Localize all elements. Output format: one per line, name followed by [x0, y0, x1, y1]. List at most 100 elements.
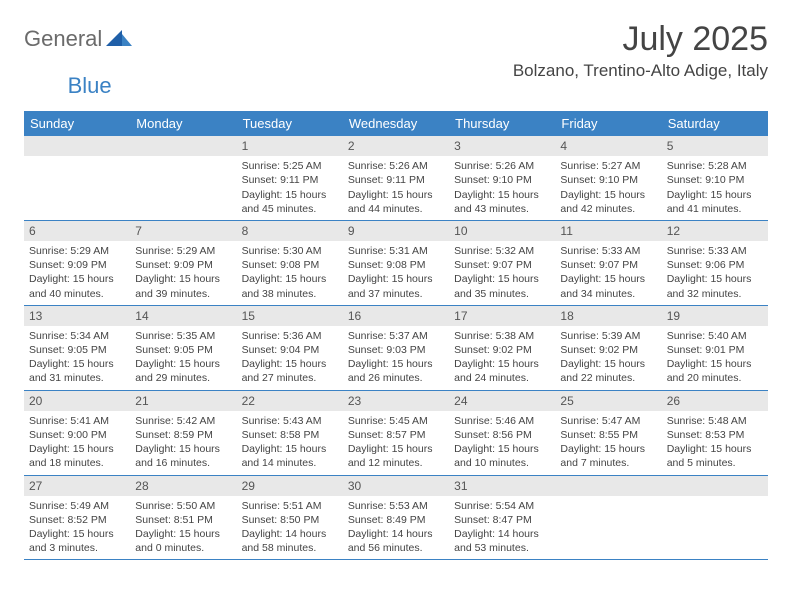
sunrise-text: Sunrise: 5:47 AM — [560, 414, 656, 428]
sunset-text: Sunset: 9:02 PM — [560, 343, 656, 357]
day-body: Sunrise: 5:47 AMSunset: 8:55 PMDaylight:… — [555, 411, 661, 475]
daylight-text: Daylight: 15 hours and 34 minutes. — [560, 272, 656, 300]
day-body: Sunrise: 5:45 AMSunset: 8:57 PMDaylight:… — [343, 411, 449, 475]
day-number: 17 — [449, 306, 555, 326]
week-row: 20Sunrise: 5:41 AMSunset: 9:00 PMDayligh… — [24, 391, 768, 476]
day-cell: 5Sunrise: 5:28 AMSunset: 9:10 PMDaylight… — [662, 136, 768, 220]
week-row: 27Sunrise: 5:49 AMSunset: 8:52 PMDayligh… — [24, 476, 768, 561]
day-cell: 20Sunrise: 5:41 AMSunset: 9:00 PMDayligh… — [24, 391, 130, 475]
week-row: 6Sunrise: 5:29 AMSunset: 9:09 PMDaylight… — [24, 221, 768, 306]
sunset-text: Sunset: 9:05 PM — [29, 343, 125, 357]
day-body: Sunrise: 5:49 AMSunset: 8:52 PMDaylight:… — [24, 496, 130, 560]
day-number: 30 — [343, 476, 449, 496]
weekday-tuesday: Tuesday — [237, 111, 343, 136]
sunset-text: Sunset: 9:08 PM — [348, 258, 444, 272]
day-body: Sunrise: 5:35 AMSunset: 9:05 PMDaylight:… — [130, 326, 236, 390]
day-body: Sunrise: 5:27 AMSunset: 9:10 PMDaylight:… — [555, 156, 661, 220]
daylight-text: Daylight: 15 hours and 5 minutes. — [667, 442, 763, 470]
day-cell: 1Sunrise: 5:25 AMSunset: 9:11 PMDaylight… — [237, 136, 343, 220]
day-cell: 9Sunrise: 5:31 AMSunset: 9:08 PMDaylight… — [343, 221, 449, 305]
calendar-page: General July 2025 Bolzano, Trentino-Alto… — [0, 0, 792, 570]
day-number: 22 — [237, 391, 343, 411]
day-body: Sunrise: 5:37 AMSunset: 9:03 PMDaylight:… — [343, 326, 449, 390]
day-number — [130, 136, 236, 156]
sunrise-text: Sunrise: 5:45 AM — [348, 414, 444, 428]
day-body: Sunrise: 5:36 AMSunset: 9:04 PMDaylight:… — [237, 326, 343, 390]
day-number: 4 — [555, 136, 661, 156]
day-cell: 16Sunrise: 5:37 AMSunset: 9:03 PMDayligh… — [343, 306, 449, 390]
daylight-text: Daylight: 14 hours and 56 minutes. — [348, 527, 444, 555]
sunset-text: Sunset: 9:07 PM — [560, 258, 656, 272]
sunset-text: Sunset: 9:07 PM — [454, 258, 550, 272]
weekday-saturday: Saturday — [662, 111, 768, 136]
sunrise-text: Sunrise: 5:27 AM — [560, 159, 656, 173]
day-cell: 3Sunrise: 5:26 AMSunset: 9:10 PMDaylight… — [449, 136, 555, 220]
sunset-text: Sunset: 9:05 PM — [135, 343, 231, 357]
daylight-text: Daylight: 15 hours and 22 minutes. — [560, 357, 656, 385]
sunrise-text: Sunrise: 5:32 AM — [454, 244, 550, 258]
day-number: 10 — [449, 221, 555, 241]
sunrise-text: Sunrise: 5:48 AM — [667, 414, 763, 428]
daylight-text: Daylight: 15 hours and 38 minutes. — [242, 272, 338, 300]
day-cell: 30Sunrise: 5:53 AMSunset: 8:49 PMDayligh… — [343, 476, 449, 560]
day-number: 24 — [449, 391, 555, 411]
weekday-sunday: Sunday — [24, 111, 130, 136]
day-cell: 23Sunrise: 5:45 AMSunset: 8:57 PMDayligh… — [343, 391, 449, 475]
day-number: 20 — [24, 391, 130, 411]
sunset-text: Sunset: 9:02 PM — [454, 343, 550, 357]
sunset-text: Sunset: 9:00 PM — [29, 428, 125, 442]
sunset-text: Sunset: 9:10 PM — [454, 173, 550, 187]
day-cell: 24Sunrise: 5:46 AMSunset: 8:56 PMDayligh… — [449, 391, 555, 475]
day-body: Sunrise: 5:54 AMSunset: 8:47 PMDaylight:… — [449, 496, 555, 560]
day-cell: 7Sunrise: 5:29 AMSunset: 9:09 PMDaylight… — [130, 221, 236, 305]
sunrise-text: Sunrise: 5:36 AM — [242, 329, 338, 343]
sunrise-text: Sunrise: 5:37 AM — [348, 329, 444, 343]
day-body: Sunrise: 5:50 AMSunset: 8:51 PMDaylight:… — [130, 496, 236, 560]
sunrise-text: Sunrise: 5:49 AM — [29, 499, 125, 513]
day-cell: 10Sunrise: 5:32 AMSunset: 9:07 PMDayligh… — [449, 221, 555, 305]
daylight-text: Daylight: 15 hours and 3 minutes. — [29, 527, 125, 555]
daylight-text: Daylight: 15 hours and 40 minutes. — [29, 272, 125, 300]
sunset-text: Sunset: 9:09 PM — [29, 258, 125, 272]
sunrise-text: Sunrise: 5:28 AM — [667, 159, 763, 173]
day-body: Sunrise: 5:38 AMSunset: 9:02 PMDaylight:… — [449, 326, 555, 390]
day-body: Sunrise: 5:25 AMSunset: 9:11 PMDaylight:… — [237, 156, 343, 220]
sunset-text: Sunset: 9:10 PM — [560, 173, 656, 187]
day-number: 12 — [662, 221, 768, 241]
sunset-text: Sunset: 8:57 PM — [348, 428, 444, 442]
day-cell: 6Sunrise: 5:29 AMSunset: 9:09 PMDaylight… — [24, 221, 130, 305]
sunset-text: Sunset: 9:11 PM — [348, 173, 444, 187]
daylight-text: Daylight: 15 hours and 26 minutes. — [348, 357, 444, 385]
sunrise-text: Sunrise: 5:31 AM — [348, 244, 444, 258]
sunrise-text: Sunrise: 5:33 AM — [667, 244, 763, 258]
daylight-text: Daylight: 15 hours and 32 minutes. — [667, 272, 763, 300]
day-cell: 25Sunrise: 5:47 AMSunset: 8:55 PMDayligh… — [555, 391, 661, 475]
daylight-text: Daylight: 15 hours and 43 minutes. — [454, 188, 550, 216]
sunset-text: Sunset: 9:06 PM — [667, 258, 763, 272]
calendar-grid: Sunday Monday Tuesday Wednesday Thursday… — [24, 111, 768, 560]
day-number — [662, 476, 768, 496]
day-number: 29 — [237, 476, 343, 496]
day-body: Sunrise: 5:31 AMSunset: 9:08 PMDaylight:… — [343, 241, 449, 305]
day-body: Sunrise: 5:32 AMSunset: 9:07 PMDaylight:… — [449, 241, 555, 305]
sunrise-text: Sunrise: 5:54 AM — [454, 499, 550, 513]
day-cell: 26Sunrise: 5:48 AMSunset: 8:53 PMDayligh… — [662, 391, 768, 475]
daylight-text: Daylight: 15 hours and 42 minutes. — [560, 188, 656, 216]
day-cell: 14Sunrise: 5:35 AMSunset: 9:05 PMDayligh… — [130, 306, 236, 390]
daylight-text: Daylight: 15 hours and 35 minutes. — [454, 272, 550, 300]
sunrise-text: Sunrise: 5:53 AM — [348, 499, 444, 513]
day-cell: 13Sunrise: 5:34 AMSunset: 9:05 PMDayligh… — [24, 306, 130, 390]
sunrise-text: Sunrise: 5:40 AM — [667, 329, 763, 343]
day-number: 5 — [662, 136, 768, 156]
day-body: Sunrise: 5:28 AMSunset: 9:10 PMDaylight:… — [662, 156, 768, 220]
daylight-text: Daylight: 15 hours and 14 minutes. — [242, 442, 338, 470]
day-body: Sunrise: 5:39 AMSunset: 9:02 PMDaylight:… — [555, 326, 661, 390]
day-number: 25 — [555, 391, 661, 411]
daylight-text: Daylight: 15 hours and 39 minutes. — [135, 272, 231, 300]
day-cell: 11Sunrise: 5:33 AMSunset: 9:07 PMDayligh… — [555, 221, 661, 305]
logo-text-blue: Blue — [68, 73, 112, 99]
weeks-container: 1Sunrise: 5:25 AMSunset: 9:11 PMDaylight… — [24, 136, 768, 560]
day-cell: 17Sunrise: 5:38 AMSunset: 9:02 PMDayligh… — [449, 306, 555, 390]
day-number: 14 — [130, 306, 236, 326]
sunrise-text: Sunrise: 5:35 AM — [135, 329, 231, 343]
